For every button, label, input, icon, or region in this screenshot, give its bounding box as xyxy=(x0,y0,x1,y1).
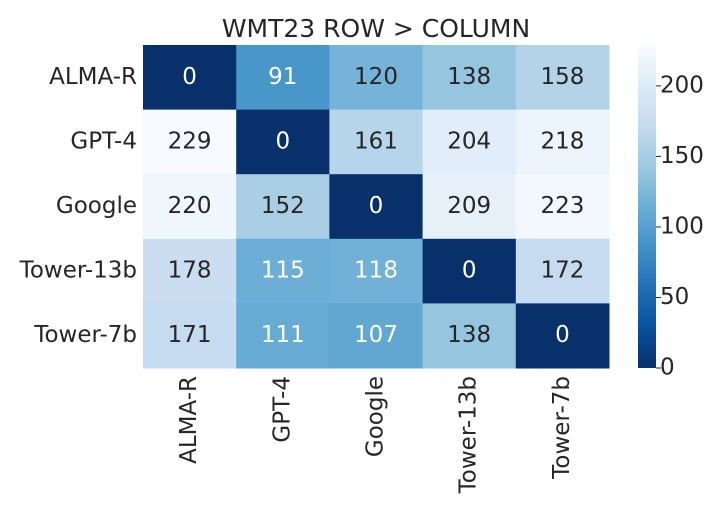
heatmap-cell xyxy=(329,45,424,111)
heatmap-cell xyxy=(143,109,237,175)
cell-label: 118 xyxy=(354,258,398,284)
cell-label: 178 xyxy=(168,258,212,284)
cell-label: 0 xyxy=(369,193,384,219)
heatmap-cell xyxy=(236,109,330,175)
heatmap-cell xyxy=(329,238,424,304)
x-tick-label: ALMA-R xyxy=(176,376,202,464)
heatmap-cell xyxy=(422,238,517,304)
heatmap-cell xyxy=(515,238,610,304)
colorbar-tick-label: 100 xyxy=(660,213,704,239)
cell-label: 218 xyxy=(540,128,584,154)
colorbar xyxy=(638,45,656,368)
x-tick-label: GPT-4 xyxy=(269,376,295,443)
cell-label: 209 xyxy=(447,193,491,219)
heatmap-cell xyxy=(515,45,610,111)
heatmap-cell xyxy=(236,174,330,240)
colorbar-tick-label: 0 xyxy=(660,355,675,381)
x-tick-label: Google xyxy=(363,376,389,457)
colorbar-tick-label: 50 xyxy=(660,284,689,310)
heatmap-cell xyxy=(236,45,330,111)
heatmap-cell xyxy=(329,174,424,240)
cell-label: 152 xyxy=(261,193,305,219)
heatmap-cell xyxy=(515,174,610,240)
cell-label: 138 xyxy=(447,64,491,90)
cell-label: 138 xyxy=(447,322,491,348)
cell-label: 204 xyxy=(447,128,491,154)
x-tick-label: Tower-7b xyxy=(549,376,575,480)
heatmap-cell xyxy=(143,45,237,111)
heatmap-cell xyxy=(329,109,424,175)
heatmap-cell xyxy=(329,303,424,369)
heatmap-cell xyxy=(515,109,610,175)
y-tick-label: GPT-4 xyxy=(70,128,137,154)
y-tick-label: ALMA-R xyxy=(49,64,137,90)
y-tick-label: Tower-7b xyxy=(33,322,137,348)
heatmap-cell xyxy=(422,109,517,175)
heatmap-cell xyxy=(422,303,517,369)
heatmap-cell xyxy=(422,45,517,111)
cell-label: 172 xyxy=(540,258,584,284)
y-tick-label: Google xyxy=(56,193,137,219)
cell-label: 0 xyxy=(555,322,570,348)
cell-label: 0 xyxy=(182,64,197,90)
cell-label: 107 xyxy=(354,322,398,348)
colorbar-tick-label: 200 xyxy=(660,72,704,98)
colorbar-tick-label: 150 xyxy=(660,143,704,169)
heatmap-cell xyxy=(236,238,330,304)
cell-label: 91 xyxy=(268,64,297,90)
cell-label: 0 xyxy=(462,258,477,284)
cell-label: 111 xyxy=(261,322,305,348)
x-tick-label: Tower-13b xyxy=(456,376,482,494)
heatmap-cell xyxy=(143,303,237,369)
cell-label: 120 xyxy=(354,64,398,90)
cell-label: 161 xyxy=(354,128,398,154)
cell-label: 115 xyxy=(261,258,305,284)
heatmap-cell xyxy=(143,238,237,304)
cell-label: 220 xyxy=(168,193,212,219)
heatmap-cell xyxy=(422,174,517,240)
cell-label: 223 xyxy=(540,193,584,219)
cell-label: 0 xyxy=(275,128,290,154)
chart-title: WMT23 ROW > COLUMN xyxy=(222,14,530,43)
cell-label: 229 xyxy=(168,128,212,154)
heatmap-cell xyxy=(143,174,237,240)
cell-label: 171 xyxy=(168,322,212,348)
cell-label: 158 xyxy=(540,64,584,90)
heatmap-cell xyxy=(236,303,330,369)
y-tick-label: Tower-13b xyxy=(19,258,137,284)
heatmap-cell xyxy=(515,303,610,369)
